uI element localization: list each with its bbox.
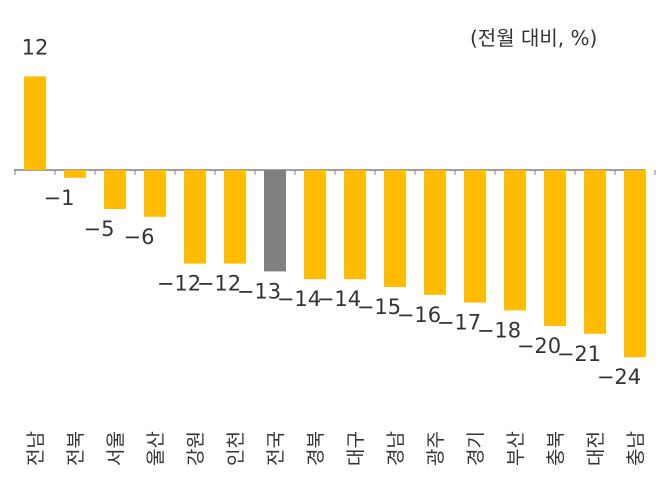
category-label: 전남 <box>25 431 47 466</box>
category-label: 대구 <box>345 431 367 466</box>
bar-대전 <box>584 170 606 334</box>
data-label: −13 <box>237 279 281 303</box>
category-label: 서울 <box>105 431 127 466</box>
bar-충북 <box>544 170 566 326</box>
bar-광주 <box>424 170 446 295</box>
data-label: −5 <box>84 217 115 241</box>
category-label: 경북 <box>305 431 327 466</box>
data-label: −1 <box>44 186 75 210</box>
data-label: 12 <box>22 35 49 59</box>
data-label: −16 <box>397 303 441 327</box>
bar-서울 <box>104 170 126 209</box>
unit-label: (전월 대비, %) <box>470 26 598 50</box>
data-label: −20 <box>517 334 561 358</box>
category-label: 경남 <box>385 431 407 466</box>
category-label: 인천 <box>225 431 247 466</box>
category-label: 경기 <box>465 431 487 466</box>
bar-강원 <box>184 170 206 264</box>
data-label: −15 <box>357 295 401 319</box>
category-label: 전국 <box>265 431 287 466</box>
data-label: −21 <box>557 342 601 366</box>
data-label: −24 <box>597 365 641 389</box>
category-label: 충남 <box>625 431 647 466</box>
category-label: 강원 <box>185 431 207 466</box>
bar-전국 <box>264 170 286 272</box>
data-label: −14 <box>317 287 361 311</box>
data-label: −17 <box>437 311 481 335</box>
category-label: 충북 <box>545 431 567 466</box>
bar-경기 <box>464 170 486 303</box>
bar-경남 <box>384 170 406 287</box>
data-label: −18 <box>477 318 521 342</box>
data-label: −12 <box>197 272 241 296</box>
bar-울산 <box>144 170 166 217</box>
bar-전북 <box>64 170 86 178</box>
data-label: −14 <box>277 287 321 311</box>
category-label: 울산 <box>145 431 167 466</box>
category-label: 광주 <box>425 431 447 466</box>
data-label: −12 <box>157 272 201 296</box>
bar-경북 <box>304 170 326 280</box>
bar-부산 <box>504 170 526 311</box>
bar-인천 <box>224 170 246 264</box>
category-label: 대전 <box>585 431 607 466</box>
bar-충남 <box>624 170 646 358</box>
bar-대구 <box>344 170 366 280</box>
category-label: 전북 <box>65 431 87 466</box>
category-label: 부산 <box>505 431 527 466</box>
bar-전남 <box>24 76 46 170</box>
data-label: −6 <box>124 225 155 249</box>
